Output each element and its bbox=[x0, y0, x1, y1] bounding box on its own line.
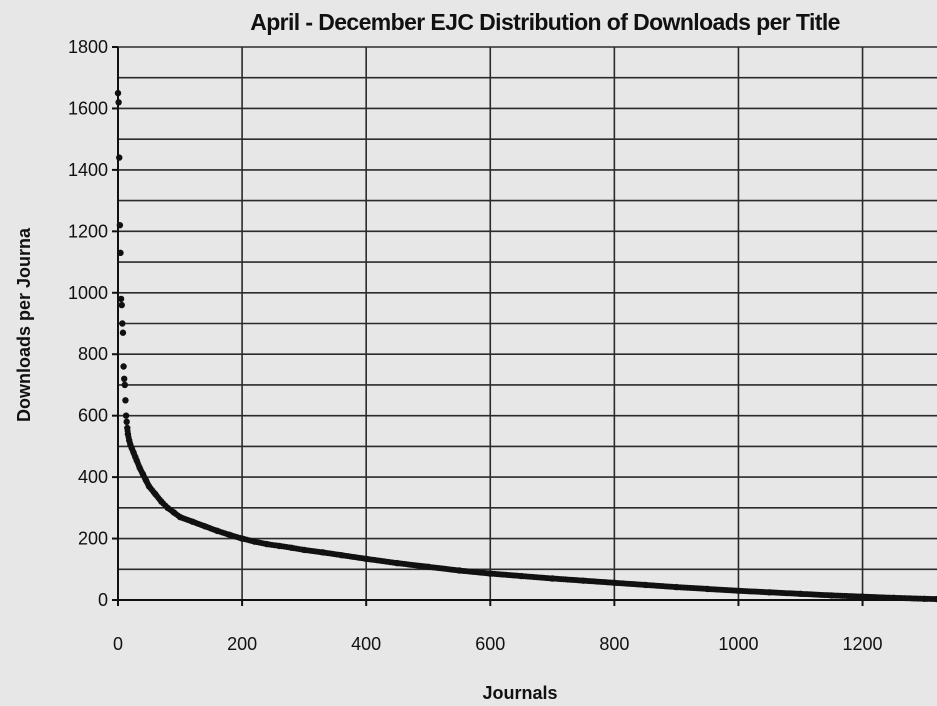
data-point bbox=[121, 381, 129, 389]
data-point-dense bbox=[298, 546, 305, 553]
x-tick-label: 600 bbox=[475, 634, 505, 654]
data-point bbox=[120, 363, 127, 370]
data-point-dense bbox=[317, 549, 324, 556]
data-point bbox=[116, 154, 123, 161]
data-point-dense bbox=[795, 590, 802, 597]
x-tick-label: 400 bbox=[351, 634, 381, 654]
data-point-dense bbox=[671, 583, 678, 590]
data-point-dense bbox=[168, 507, 175, 514]
data-point-dense bbox=[454, 567, 461, 574]
y-tick-label: 1400 bbox=[68, 160, 108, 180]
y-tick-label: 1600 bbox=[68, 98, 108, 118]
data-point-dense bbox=[126, 439, 133, 446]
data-point bbox=[123, 418, 130, 426]
y-tick-label: 600 bbox=[78, 406, 108, 426]
data-point-dense bbox=[857, 593, 864, 600]
data-point-dense bbox=[733, 587, 740, 594]
data-point-dense bbox=[609, 579, 616, 586]
grid-lines bbox=[118, 46, 937, 600]
data-point-dense bbox=[129, 447, 136, 454]
x-tick-label: 1000 bbox=[718, 634, 758, 654]
data-point-dense bbox=[423, 563, 430, 570]
data-point-dense bbox=[485, 570, 492, 577]
data-point-dense bbox=[131, 451, 138, 458]
x-tick-label: 800 bbox=[599, 634, 629, 654]
data-point-dense bbox=[156, 496, 163, 503]
data-point bbox=[118, 301, 125, 309]
data-point bbox=[119, 320, 126, 327]
data-point-dense bbox=[125, 434, 132, 441]
data-point-dense bbox=[249, 538, 256, 545]
data-point bbox=[117, 295, 125, 303]
data-point-dense bbox=[224, 531, 231, 538]
x-tick-label: 1200 bbox=[843, 634, 883, 654]
data-point-dense bbox=[391, 559, 398, 566]
y-tick-label: 200 bbox=[78, 529, 108, 549]
data-point bbox=[117, 249, 124, 257]
data-point bbox=[122, 397, 129, 404]
data-point bbox=[119, 329, 127, 336]
y-tick-label: 800 bbox=[78, 344, 108, 364]
y-tick-label: 400 bbox=[78, 467, 108, 487]
data-point-dense bbox=[764, 589, 771, 596]
data-point-dense bbox=[273, 542, 280, 549]
data-point-dense bbox=[702, 585, 709, 592]
y-tick-label: 1000 bbox=[68, 283, 108, 303]
data-point-dense bbox=[360, 555, 367, 562]
axes bbox=[112, 46, 937, 606]
data-point-dense bbox=[931, 596, 937, 603]
y-tick-label: 0 bbox=[98, 590, 108, 610]
data-point-dense bbox=[516, 572, 523, 579]
chart-title: April - December EJC Distribution of Dow… bbox=[250, 9, 840, 35]
data-point-dense bbox=[162, 502, 169, 509]
x-tick-label: 200 bbox=[227, 634, 257, 654]
data-point bbox=[114, 89, 122, 97]
data-point bbox=[122, 412, 130, 419]
y-tick-label: 1800 bbox=[68, 37, 108, 57]
data-point-dense bbox=[919, 595, 926, 602]
data-point-dense bbox=[135, 462, 142, 469]
data-point-dense bbox=[640, 581, 647, 588]
tick-labels: 0 200 400 600 800 1000 1200 1400 1600 1800 0 200 400… bbox=[68, 37, 883, 654]
data-points bbox=[114, 89, 937, 603]
data-point-dense bbox=[578, 577, 585, 584]
data-point-dense bbox=[236, 534, 243, 541]
y-axis-label: Downloads per Journa bbox=[14, 227, 34, 422]
data-point-dense bbox=[826, 592, 833, 599]
data-point bbox=[116, 221, 124, 229]
data-point-dense bbox=[124, 428, 131, 435]
data-point bbox=[115, 99, 122, 106]
x-tick-label: 0 bbox=[113, 634, 123, 654]
data-point-dense bbox=[261, 540, 268, 547]
data-point-dense bbox=[212, 527, 219, 534]
data-point-dense bbox=[888, 594, 895, 601]
x-axis-label: Journals bbox=[482, 683, 557, 703]
data-point bbox=[121, 375, 128, 382]
data-point-dense bbox=[286, 544, 293, 551]
data-point-dense bbox=[336, 551, 343, 558]
y-tick-label: 1200 bbox=[68, 221, 108, 241]
data-point-dense bbox=[547, 575, 554, 582]
